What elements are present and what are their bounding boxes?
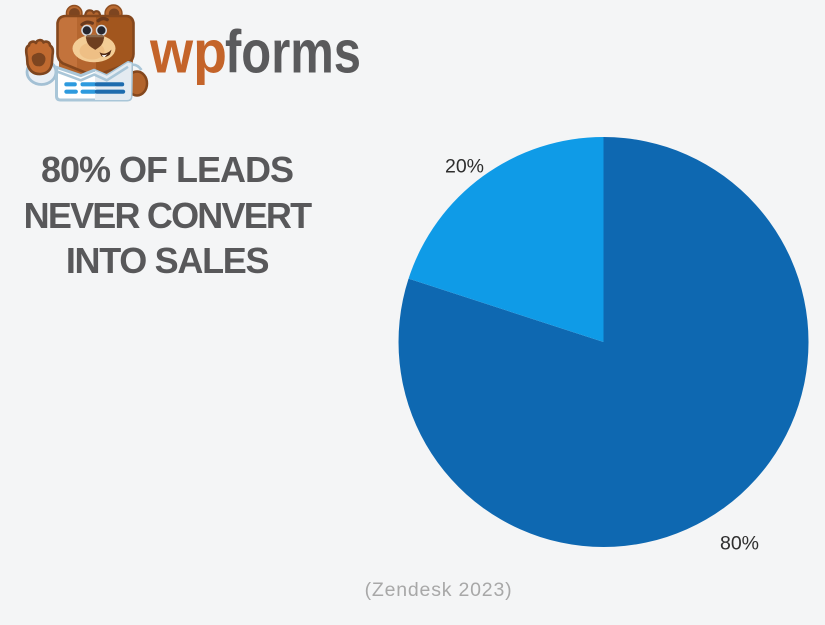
svg-text:20%: 20%	[445, 156, 484, 178]
svg-text:forms: forms	[225, 19, 361, 86]
svg-text:80%: 80%	[720, 533, 759, 555]
svg-text:(Zendesk 2023): (Zendesk 2023)	[365, 579, 513, 601]
svg-text:wp: wp	[149, 19, 227, 86]
